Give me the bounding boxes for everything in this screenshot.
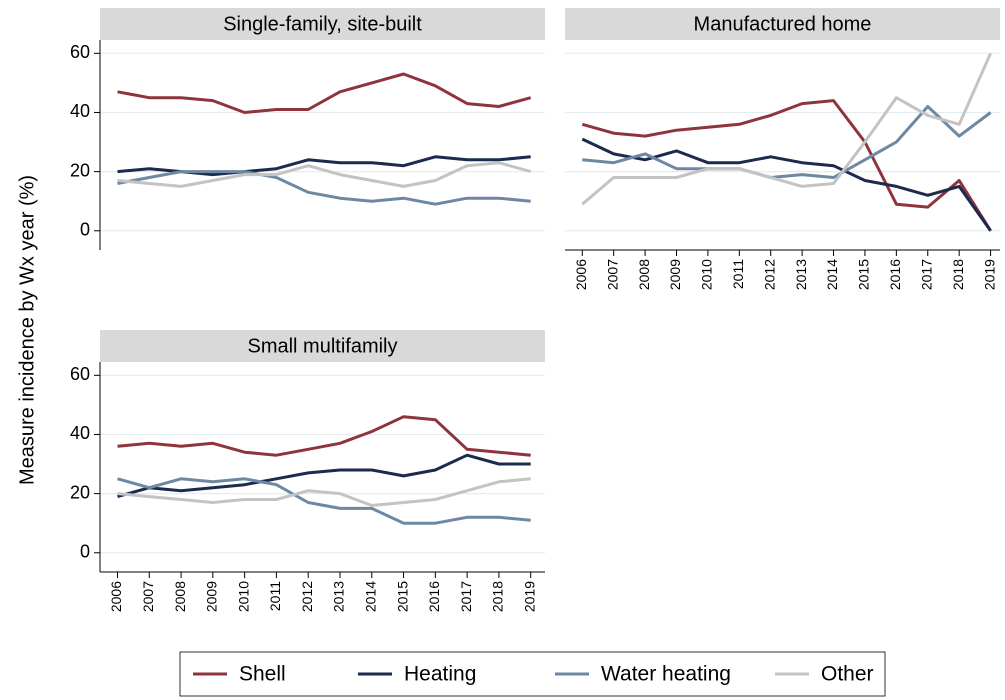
legend-label: Water heating	[601, 663, 731, 686]
x-tick-label: 2018	[950, 259, 966, 290]
series-line	[581, 52, 992, 206]
x-tick-label: 2014	[824, 259, 840, 290]
x-tick-label: 2006	[573, 259, 589, 290]
x-tick-label: 2010	[235, 581, 251, 612]
x-tick-label: 2010	[699, 259, 715, 290]
y-tick-label: 20	[70, 160, 90, 180]
y-tick-label: 60	[70, 364, 90, 384]
x-tick-label: 2008	[172, 581, 188, 612]
x-tick-label: 2006	[108, 581, 124, 612]
y-axis-title: Measure incidence by Wx year (%)	[16, 175, 38, 485]
x-tick-label: 2017	[458, 581, 474, 612]
legend-label: Shell	[239, 663, 286, 686]
x-tick-label: 2016	[887, 259, 903, 290]
x-tick-label: 2008	[636, 259, 652, 290]
y-tick-label: 20	[70, 482, 90, 502]
y-tick-label: 40	[70, 101, 90, 121]
series-line	[581, 137, 992, 232]
x-tick-label: 2009	[204, 581, 220, 612]
x-tick-label: 2011	[730, 259, 746, 289]
x-tick-label: 2014	[362, 581, 378, 612]
x-tick-label: 2012	[761, 259, 777, 290]
y-tick-label: 0	[80, 542, 90, 562]
legend-box	[179, 651, 886, 697]
series-line	[117, 161, 532, 188]
panel-header	[100, 8, 545, 40]
x-tick-label: 2013	[331, 581, 347, 612]
x-tick-label: 2018	[490, 581, 506, 612]
x-tick-label: 2019	[521, 581, 537, 612]
x-tick-label: 2013	[793, 259, 809, 290]
series-line	[581, 99, 992, 232]
y-tick-label: 40	[70, 423, 90, 443]
series-line	[117, 453, 531, 499]
series-line	[117, 170, 531, 206]
legend-label: Other	[821, 663, 874, 686]
x-tick-label: 2011	[267, 581, 283, 611]
panel-title: Manufactured home	[694, 13, 872, 35]
panel-title: Small multifamily	[247, 335, 397, 357]
panel-header	[100, 330, 545, 362]
x-tick-label: 2016	[426, 581, 442, 612]
panel-header	[565, 8, 1000, 40]
panel-title: Single-family, site-built	[223, 13, 422, 35]
legend-label: Heating	[404, 663, 476, 686]
series-line	[117, 477, 531, 525]
x-tick-label: 2017	[918, 259, 934, 290]
x-tick-label: 2015	[856, 259, 872, 290]
y-tick-label: 0	[80, 220, 90, 240]
series-line	[117, 415, 531, 457]
x-tick-label: 2015	[394, 581, 410, 612]
x-tick-label: 2007	[140, 581, 156, 612]
x-tick-label: 2019	[981, 259, 997, 290]
x-tick-label: 2012	[299, 581, 315, 612]
x-tick-label: 2007	[604, 259, 620, 290]
series-line	[117, 72, 532, 114]
y-tick-label: 60	[70, 42, 90, 62]
x-tick-label: 2009	[667, 259, 683, 290]
series-line	[117, 477, 531, 507]
